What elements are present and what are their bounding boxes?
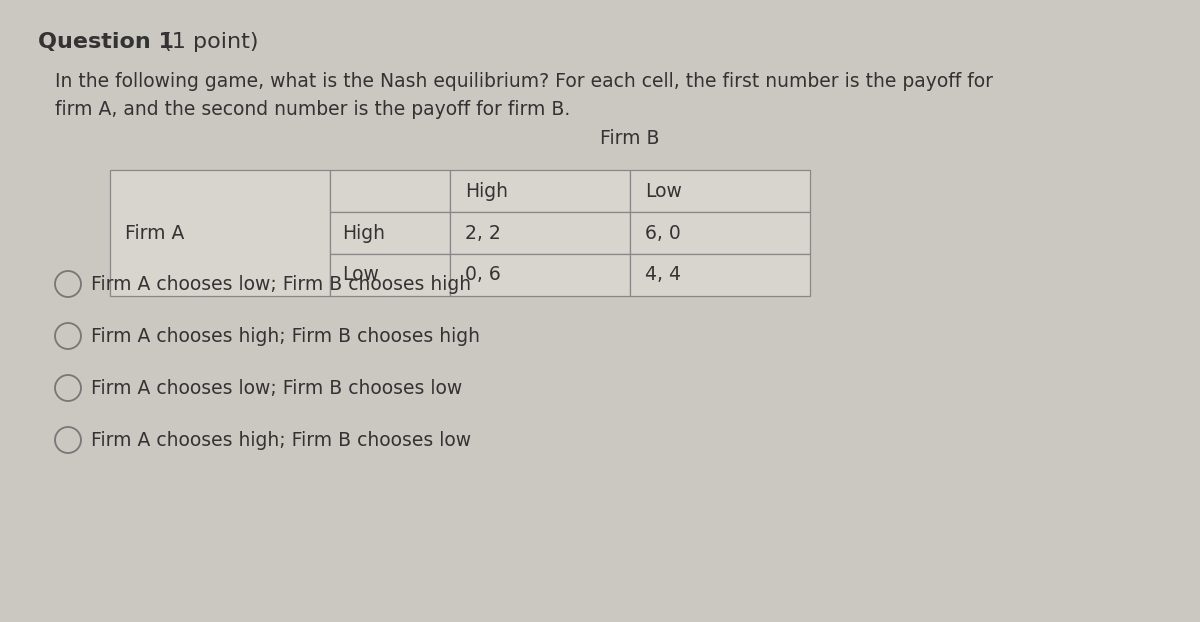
Text: (1 point): (1 point) — [156, 32, 258, 52]
Text: Firm B: Firm B — [600, 129, 660, 147]
Text: High: High — [466, 182, 508, 200]
Text: 0, 6: 0, 6 — [466, 266, 500, 284]
Bar — [630, 170, 810, 212]
Text: Firm A: Firm A — [125, 223, 185, 243]
Text: 2, 2: 2, 2 — [466, 223, 500, 243]
Text: Firm A chooses low; Firm B chooses high: Firm A chooses low; Firm B chooses high — [91, 274, 472, 294]
Bar — [450, 170, 630, 212]
Text: High: High — [342, 223, 385, 243]
Bar — [330, 170, 450, 212]
Text: Question 1: Question 1 — [38, 32, 174, 52]
Bar — [330, 212, 450, 254]
Text: 6, 0: 6, 0 — [646, 223, 680, 243]
Bar — [630, 254, 810, 296]
Text: Low: Low — [646, 182, 682, 200]
Bar — [110, 170, 330, 296]
Text: In the following game, what is the Nash equilibrium? For each cell, the first nu: In the following game, what is the Nash … — [55, 72, 994, 91]
Text: Firm A chooses low; Firm B chooses low: Firm A chooses low; Firm B chooses low — [91, 379, 462, 397]
Text: firm A, and the second number is the payoff for firm B.: firm A, and the second number is the pay… — [55, 100, 570, 119]
Bar — [330, 254, 450, 296]
Bar — [450, 212, 630, 254]
Bar — [630, 212, 810, 254]
Text: 4, 4: 4, 4 — [646, 266, 682, 284]
Text: Low: Low — [342, 266, 379, 284]
Text: Firm A chooses high; Firm B chooses high: Firm A chooses high; Firm B chooses high — [91, 327, 480, 345]
Text: Firm A chooses high; Firm B chooses low: Firm A chooses high; Firm B chooses low — [91, 430, 472, 450]
Bar — [450, 254, 630, 296]
